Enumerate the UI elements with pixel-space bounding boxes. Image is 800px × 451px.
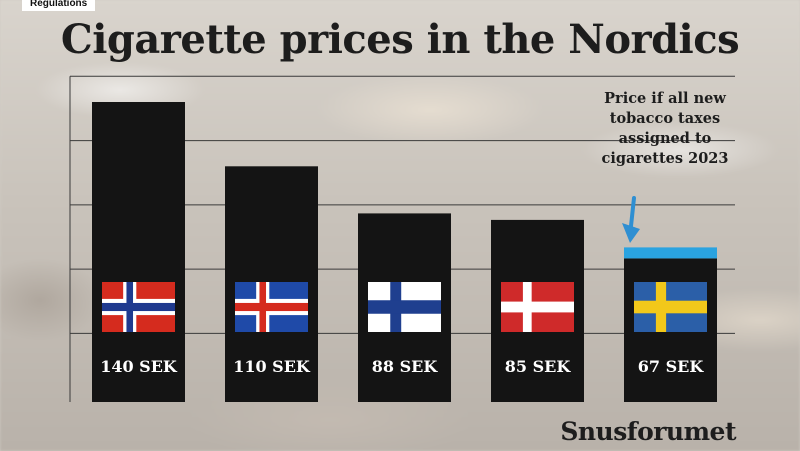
- denmark-flag-icon: [501, 282, 574, 332]
- iceland-flag-icon: [235, 282, 308, 332]
- value-label-sweden: 67 SEK: [638, 357, 705, 376]
- finland-flag-icon: [368, 282, 441, 332]
- bar-tax-increase-sweden: [624, 247, 717, 259]
- bar-norway: [92, 102, 185, 402]
- arrow-head: [622, 223, 640, 243]
- category-tag: Regulations: [22, 0, 96, 11]
- value-label-iceland: 110 SEK: [233, 357, 311, 376]
- chart-title: Cigarette prices in the Nordics: [60, 16, 740, 63]
- sweden-flag-icon: [634, 282, 707, 332]
- arrow-shaft: [629, 196, 636, 228]
- annotation-arrow: [622, 196, 640, 243]
- value-labels: 140 SEK 110 SEK 88 SEK 85 SEK 67 SEK: [100, 357, 704, 376]
- value-label-denmark: 85 SEK: [505, 357, 572, 376]
- norway-flag-icon: [102, 282, 175, 332]
- sweden-annotation: Price if all new tobacco taxes assigned …: [601, 90, 729, 167]
- source-logo: Snusforumet: [560, 417, 736, 446]
- value-label-finland: 88 SEK: [372, 357, 439, 376]
- value-label-norway: 140 SEK: [100, 357, 178, 376]
- flags: [102, 282, 707, 332]
